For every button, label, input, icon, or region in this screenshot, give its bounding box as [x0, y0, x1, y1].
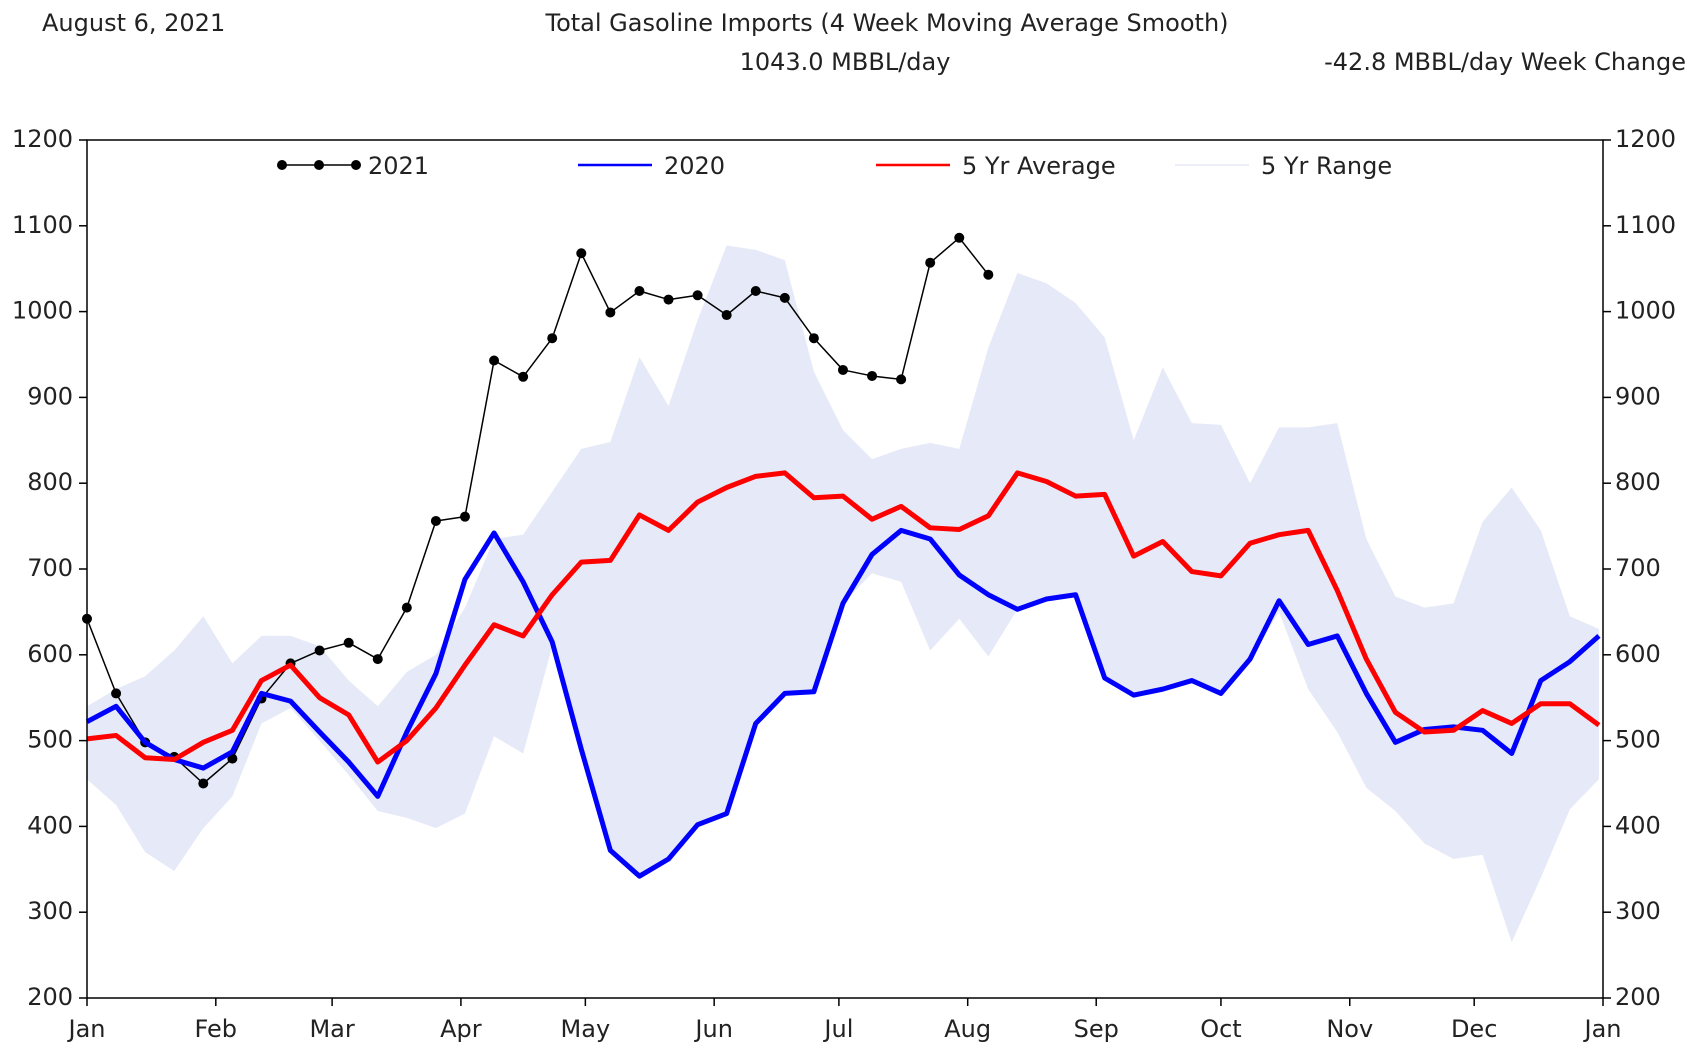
y2-tick-label: 200 [1615, 983, 1661, 1011]
x-tick-label: Jun [693, 1015, 733, 1043]
y-tick-label: 1000 [12, 297, 73, 325]
x-tick-label: Aug [944, 1015, 991, 1043]
y-tick-label: 500 [27, 726, 73, 754]
range-band [87, 245, 1599, 943]
point [314, 645, 325, 656]
x-tick-label: Jan [67, 1015, 106, 1043]
point [808, 333, 819, 344]
y2-tick-label: 600 [1615, 640, 1661, 668]
point [867, 370, 878, 381]
point [111, 688, 122, 699]
y2-tick-label: 500 [1615, 726, 1661, 754]
y-tick-label: 1100 [12, 211, 73, 239]
x-tick-label: May [561, 1015, 611, 1043]
x-tick-label: Apr [440, 1015, 482, 1043]
point [721, 310, 732, 321]
x-tick-label: Mar [309, 1015, 354, 1043]
y-tick-label: 700 [27, 554, 73, 582]
x-tick-label: Sep [1074, 1015, 1119, 1043]
legend-label: 5 Yr Range [1261, 152, 1392, 180]
legend-label: 5 Yr Average [962, 152, 1116, 180]
x-tick-label: Oct [1200, 1015, 1242, 1043]
point [837, 364, 848, 375]
point [779, 292, 790, 303]
legend-label: 2020 [664, 152, 725, 180]
point [489, 355, 500, 366]
date: August 6, 2021 [42, 9, 225, 37]
x-tick-label: Feb [195, 1015, 238, 1043]
point [692, 290, 703, 301]
y2-tick-label: 1200 [1615, 125, 1676, 153]
x-tick-label: Jul [822, 1015, 853, 1043]
y2-tick-label: 900 [1615, 382, 1661, 410]
y2-tick-label: 800 [1615, 468, 1661, 496]
point [576, 248, 587, 259]
y-tick-label: 900 [27, 382, 73, 410]
y2-tick-label: 700 [1615, 554, 1661, 582]
point [459, 511, 470, 522]
point [198, 778, 209, 789]
chart-title: Total Gasoline Imports (4 Week Moving Av… [544, 9, 1228, 37]
point [605, 307, 616, 318]
point [401, 602, 412, 613]
y-tick-label: 400 [27, 811, 73, 839]
point [925, 257, 936, 268]
y2-tick-label: 300 [1615, 897, 1661, 925]
y-tick-label: 300 [27, 897, 73, 925]
point [547, 333, 558, 344]
x-tick-label: Jan [1583, 1015, 1622, 1043]
y-tick-label: 1200 [12, 125, 73, 153]
legend-label: 2021 [368, 152, 429, 180]
x-tick-label: Dec [1451, 1015, 1497, 1043]
point [372, 654, 383, 665]
week-change: -42.8 MBBL/day Week Change [1324, 48, 1686, 76]
current-value: 1043.0 MBBL/day [740, 48, 951, 76]
legend-marker [277, 160, 287, 170]
y2-tick-label: 1000 [1615, 297, 1676, 325]
point [227, 753, 238, 764]
point [430, 515, 441, 526]
y-tick-label: 600 [27, 640, 73, 668]
legend-marker [314, 160, 324, 170]
legend-marker [351, 160, 361, 170]
series-line [85, 527, 1601, 879]
x-tick-label: Nov [1326, 1015, 1373, 1043]
y-tick-label: 200 [27, 983, 73, 1011]
y2-tick-label: 1100 [1615, 211, 1676, 239]
point [663, 294, 674, 305]
y2-tick-label: 400 [1615, 811, 1661, 839]
point [896, 374, 907, 385]
y-tick-label: 800 [27, 468, 73, 496]
series-line [86, 470, 1601, 765]
point [343, 637, 354, 648]
point [750, 286, 761, 297]
point [518, 371, 529, 382]
series-line [86, 237, 989, 785]
point [634, 286, 645, 297]
point [954, 232, 965, 243]
point [983, 269, 994, 280]
